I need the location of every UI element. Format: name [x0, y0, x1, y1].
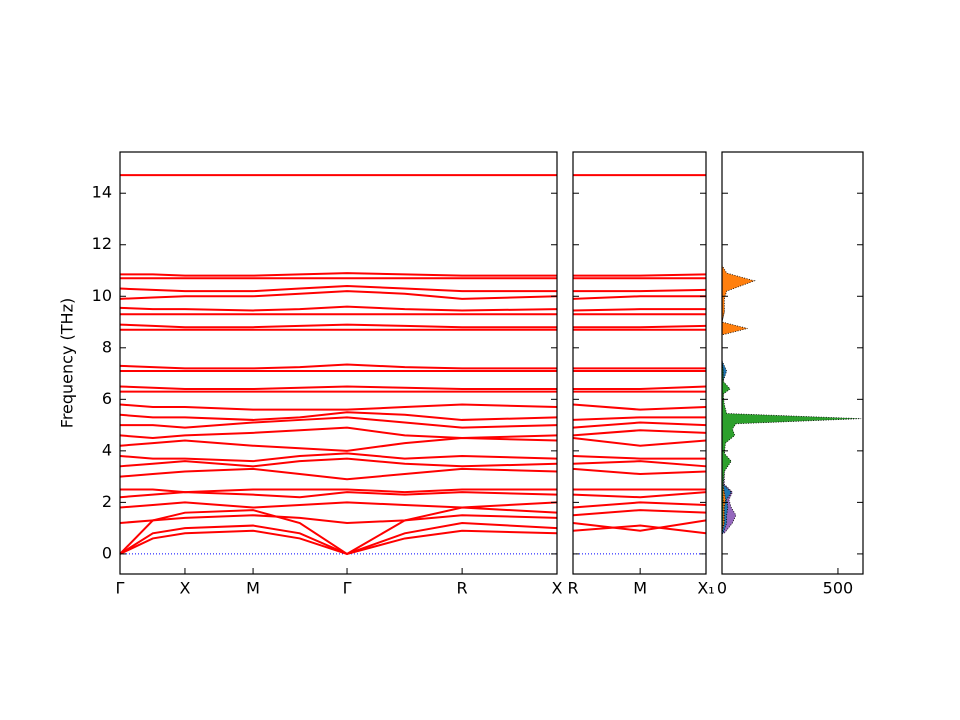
- band: [120, 488, 557, 494]
- y-tick-label: 6: [102, 389, 112, 408]
- band: [119, 436, 558, 452]
- band: [119, 363, 557, 370]
- band: [119, 452, 558, 463]
- band: [572, 467, 707, 476]
- band: [572, 460, 707, 468]
- band: [572, 429, 707, 437]
- band: [120, 272, 557, 277]
- band: [572, 295, 706, 300]
- band: [119, 521, 558, 555]
- band: [119, 284, 557, 293]
- band: [119, 467, 558, 481]
- y-tick-label: 10: [92, 286, 112, 305]
- y-tick-label: 14: [92, 183, 112, 202]
- x-tick-label: R: [457, 579, 468, 598]
- x-tick-label: Γ: [116, 579, 125, 598]
- y-axis-label: Frequency (THz): [58, 298, 77, 428]
- band: [572, 524, 707, 535]
- y-tick-label: 2: [102, 492, 112, 511]
- x-tick-label: 0: [717, 579, 727, 598]
- band: [119, 305, 558, 312]
- band: [119, 514, 558, 524]
- band: [119, 290, 558, 300]
- band: [573, 324, 707, 329]
- band: [120, 416, 558, 429]
- band: [572, 436, 707, 447]
- dos-area: [721, 263, 756, 534]
- x-tick-label: M: [633, 579, 647, 598]
- x-tick-label: M: [246, 579, 260, 598]
- x-tick-label: R: [567, 579, 578, 598]
- band: [119, 426, 558, 439]
- band: [119, 491, 558, 499]
- band: [572, 519, 707, 532]
- band: [572, 501, 707, 509]
- band: [573, 288, 707, 293]
- band: [119, 506, 558, 556]
- band: [119, 411, 558, 421]
- band: [572, 491, 707, 499]
- band: [572, 455, 706, 460]
- dos-area: [721, 265, 862, 534]
- y-tick-label: 0: [102, 543, 112, 562]
- x-tick-label: X: [179, 579, 190, 598]
- y-tick-label: 8: [102, 337, 112, 356]
- axes-frame: [721, 151, 864, 575]
- band: [119, 501, 558, 509]
- axes-frame: [572, 151, 707, 575]
- band: [573, 273, 707, 277]
- y-tick-label: 12: [92, 234, 112, 253]
- band: [119, 529, 558, 555]
- band: [572, 403, 707, 411]
- y-tick-label: 4: [102, 440, 112, 459]
- band: [119, 403, 558, 411]
- band: [572, 509, 707, 517]
- band: [119, 385, 557, 391]
- band: [573, 385, 707, 391]
- x-tick-label: Γ: [343, 579, 352, 598]
- axes-frame: [119, 151, 558, 575]
- x-tick-label: 500: [823, 579, 854, 598]
- band: [572, 421, 707, 429]
- band: [119, 457, 558, 468]
- band: [119, 323, 557, 329]
- x-tick-label: X: [552, 579, 563, 598]
- band: [572, 416, 706, 421]
- x-tick-label: X₁: [697, 579, 714, 598]
- band: [572, 308, 706, 312]
